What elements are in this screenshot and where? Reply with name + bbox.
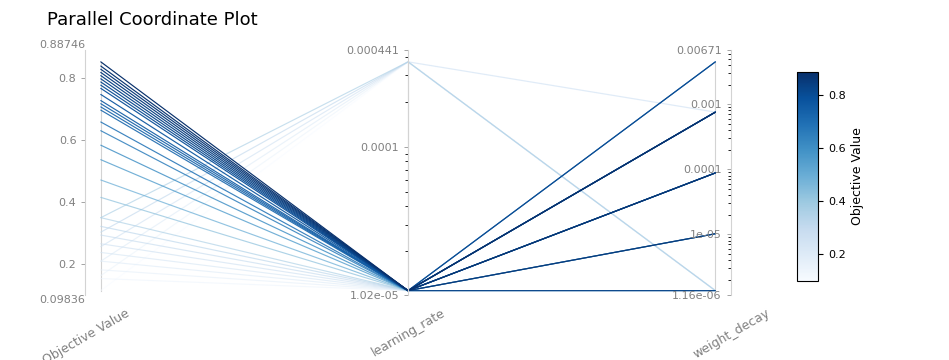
Text: 0.88746: 0.88746 xyxy=(39,40,84,50)
X-axis label: learning_rate: learning_rate xyxy=(369,306,448,359)
X-axis label: Objective Value: Objective Value xyxy=(40,306,132,360)
Y-axis label: Objective Value: Objective Value xyxy=(851,127,865,225)
X-axis label: weight_decay: weight_decay xyxy=(691,306,772,360)
Text: 0.09836: 0.09836 xyxy=(39,295,84,305)
Text: Parallel Coordinate Plot: Parallel Coordinate Plot xyxy=(47,11,258,29)
